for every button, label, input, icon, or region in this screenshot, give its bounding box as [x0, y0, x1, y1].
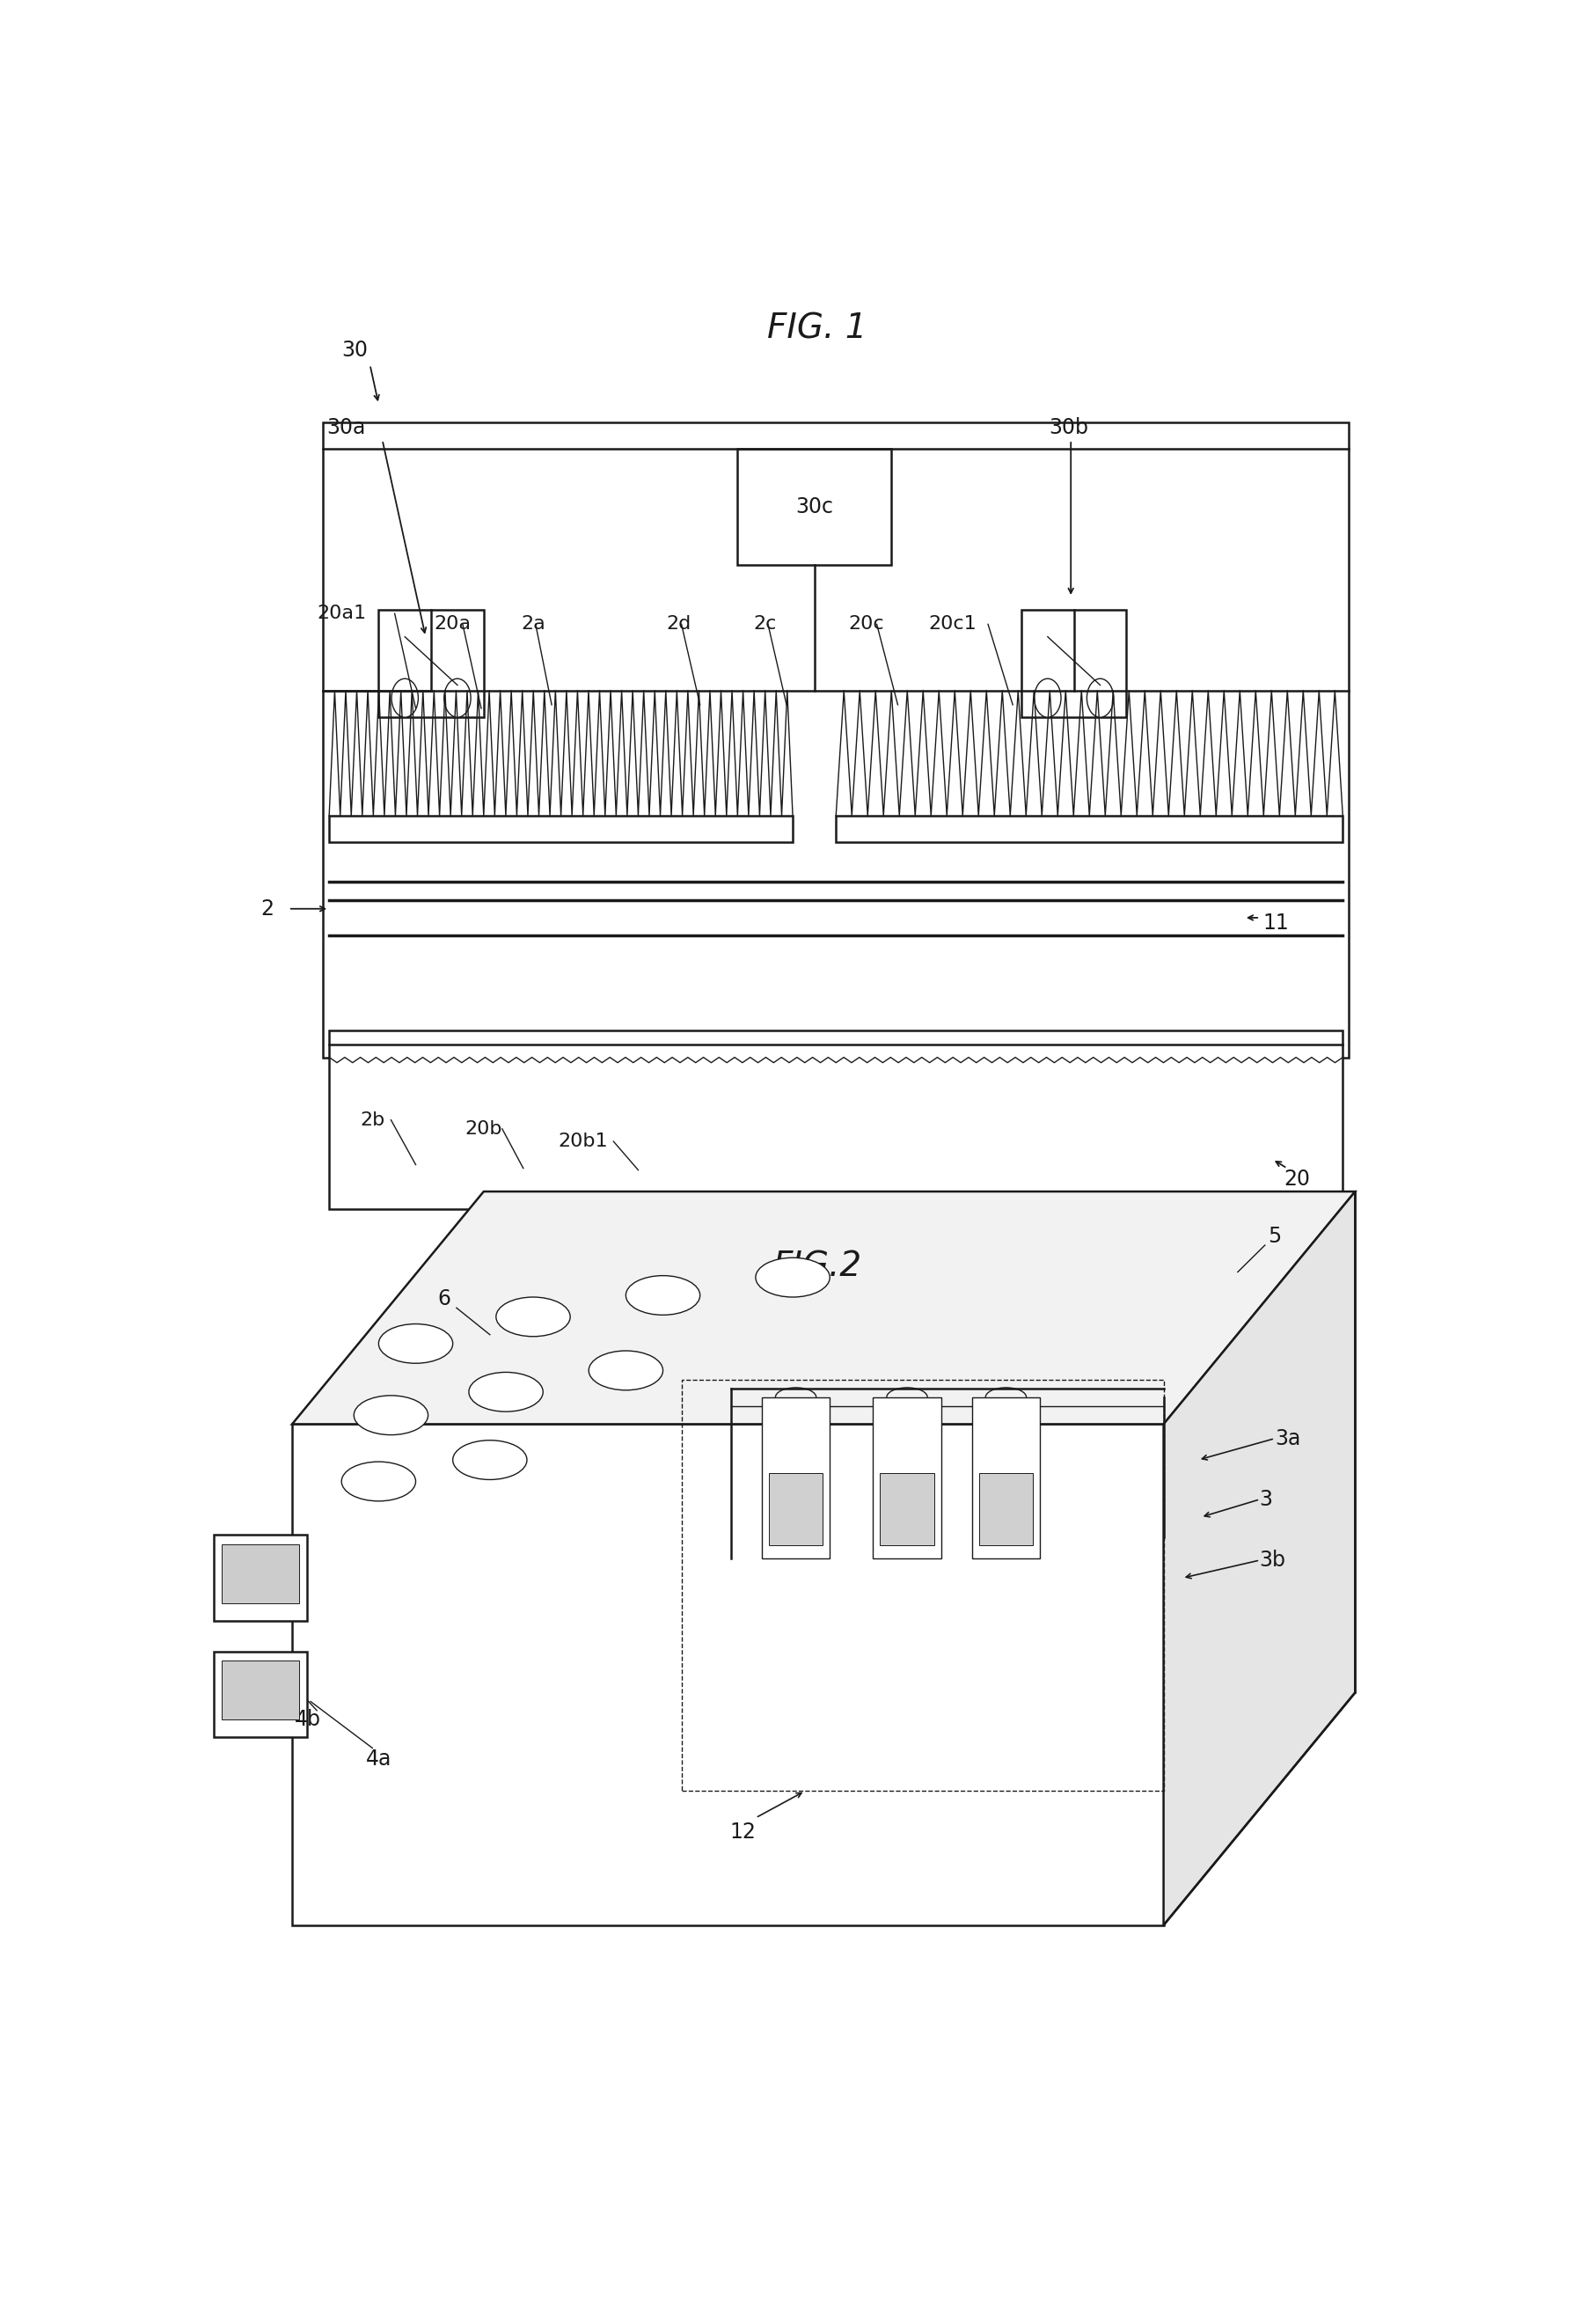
- Bar: [378, 609, 483, 718]
- Circle shape: [391, 679, 418, 718]
- Text: 2c: 2c: [753, 616, 777, 632]
- Text: 2d: 2d: [667, 616, 692, 632]
- Bar: [681, 1380, 1164, 1792]
- Bar: [324, 423, 1349, 1057]
- Text: 30b: 30b: [1048, 416, 1088, 437]
- Bar: [769, 1473, 823, 1545]
- Text: 4b: 4b: [295, 1708, 321, 1729]
- Bar: [1021, 609, 1126, 718]
- Circle shape: [1086, 679, 1113, 718]
- Text: 2: 2: [260, 897, 274, 920]
- Bar: [214, 1536, 306, 1622]
- Text: 20b: 20b: [466, 1120, 502, 1139]
- Bar: [222, 1659, 300, 1720]
- Circle shape: [443, 679, 471, 718]
- Text: 20c: 20c: [849, 616, 884, 632]
- Text: 2b: 2b: [360, 1111, 384, 1129]
- Bar: [836, 816, 1343, 844]
- Text: 20a: 20a: [434, 616, 471, 632]
- Bar: [872, 1397, 941, 1559]
- Ellipse shape: [589, 1350, 664, 1390]
- Text: 3: 3: [1258, 1490, 1271, 1511]
- Text: 20: 20: [1284, 1169, 1309, 1190]
- Bar: [971, 1397, 1040, 1559]
- Text: 3b: 3b: [1258, 1550, 1286, 1571]
- Polygon shape: [292, 1425, 1164, 1924]
- Ellipse shape: [341, 1462, 416, 1501]
- Text: 20c1: 20c1: [928, 616, 976, 632]
- Text: 12: 12: [731, 1822, 756, 1843]
- Ellipse shape: [496, 1297, 571, 1336]
- Text: 11: 11: [1263, 913, 1289, 934]
- Ellipse shape: [625, 1276, 700, 1315]
- Circle shape: [1034, 679, 1061, 718]
- Text: 20a1: 20a1: [317, 604, 367, 623]
- Bar: [329, 1030, 1343, 1208]
- Text: 20b1: 20b1: [558, 1132, 608, 1150]
- Ellipse shape: [469, 1371, 542, 1411]
- Text: 5: 5: [1268, 1225, 1281, 1246]
- Text: 30c: 30c: [796, 497, 833, 518]
- Bar: [214, 1652, 306, 1738]
- Text: 30: 30: [341, 339, 368, 360]
- Polygon shape: [1164, 1192, 1356, 1924]
- Text: 2a: 2a: [522, 616, 545, 632]
- Ellipse shape: [378, 1325, 453, 1364]
- Bar: [737, 449, 892, 565]
- Text: FIG. 1: FIG. 1: [767, 311, 868, 346]
- Text: 30a: 30a: [327, 416, 365, 437]
- Text: 4a: 4a: [365, 1748, 391, 1769]
- Text: 3a: 3a: [1274, 1427, 1300, 1450]
- Text: 6: 6: [437, 1287, 451, 1308]
- Bar: [880, 1473, 935, 1545]
- Bar: [222, 1543, 300, 1604]
- Bar: [979, 1473, 1034, 1545]
- Bar: [762, 1397, 829, 1559]
- Ellipse shape: [453, 1441, 526, 1480]
- Ellipse shape: [354, 1394, 427, 1434]
- Text: FIG.2: FIG.2: [774, 1250, 861, 1283]
- Bar: [329, 816, 793, 844]
- Polygon shape: [292, 1192, 1356, 1425]
- Ellipse shape: [756, 1257, 829, 1297]
